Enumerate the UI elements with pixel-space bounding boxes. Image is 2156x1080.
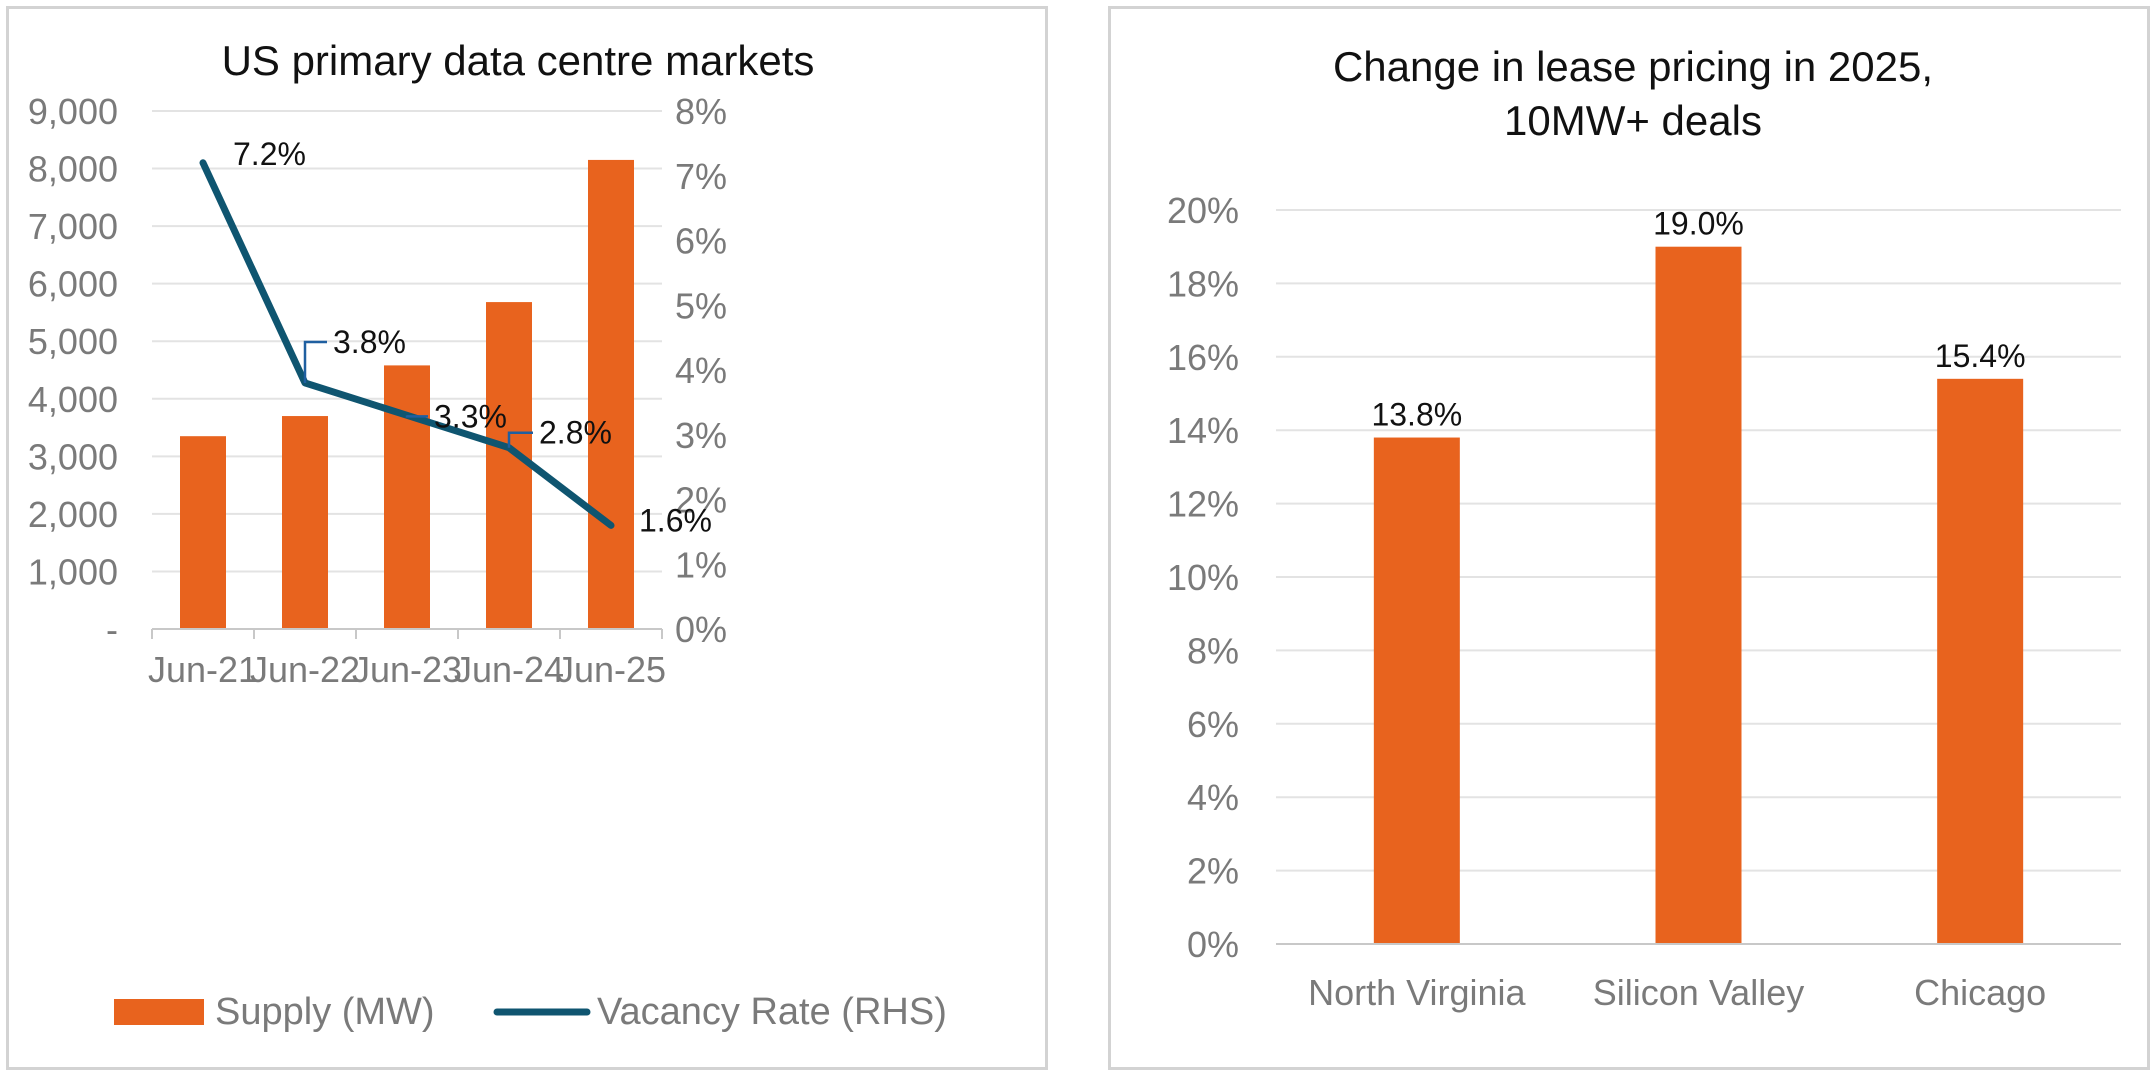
supply-bar — [282, 416, 328, 629]
legend-label-supply: Supply (MW) — [215, 991, 435, 1033]
right-axis-tick-label: 0% — [675, 609, 727, 650]
right-axis-tick-label: 7% — [675, 156, 727, 197]
x-axis-category-label: Jun-23 — [352, 649, 462, 690]
right-axis-tick-label: 6% — [675, 221, 727, 262]
left-axis-tick-label: 5,000 — [28, 321, 118, 362]
right-chart-title-line-1: Change in lease pricing in 2025, — [1333, 43, 1933, 90]
right-axis-tick-label: 3% — [675, 415, 727, 456]
lease-pricing-data-label: 15.4% — [1935, 338, 2026, 374]
left-axis-tick-label: 9,000 — [28, 91, 118, 132]
data-label-leader-line — [303, 340, 327, 383]
x-axis-category-label: Jun-22 — [250, 649, 360, 690]
left-chart-panel: US primary data centre markets - 1,000 2,0… — [6, 6, 1048, 1070]
x-axis-category-label: Silicon Valley — [1593, 972, 1804, 1013]
y-axis-tick-label: 20% — [1167, 190, 1239, 231]
vacancy-rate-data-label: 3.8% — [333, 324, 406, 360]
y-axis-tick-label: 14% — [1167, 410, 1239, 451]
x-axis-category-label: Chicago — [1914, 972, 2046, 1013]
y-axis-tick-label: 10% — [1167, 557, 1239, 598]
y-axis-tick-label: 4% — [1187, 777, 1239, 818]
left-axis-tick-label: 3,000 — [28, 436, 118, 477]
left-axis-tick-label: 4,000 — [28, 379, 118, 420]
x-axis-category-label: Jun-21 — [148, 649, 258, 690]
data-label-leader-line — [507, 431, 533, 448]
right-axis-tick-label: 5% — [675, 285, 727, 326]
y-axis-tick-label: 12% — [1167, 484, 1239, 525]
supply-vacancy-chart: US primary data centre markets - 1,000 2,0… — [28, 37, 947, 1033]
right-axis-tick-label: 2% — [675, 480, 727, 521]
left-chart-title: US primary data centre markets — [222, 37, 815, 84]
x-axis-category-label: Jun-24 — [454, 649, 564, 690]
y-axis-tick-label: 2% — [1187, 851, 1239, 892]
legend-label-vacancy: Vacancy Rate (RHS) — [597, 991, 947, 1033]
supply-bar — [180, 436, 226, 629]
vacancy-rate-data-label: 2.8% — [539, 415, 612, 451]
y-axis-tick-label: 18% — [1167, 263, 1239, 304]
x-axis-category-label: North Virginia — [1308, 972, 1526, 1013]
lease-pricing-bar — [1937, 378, 2024, 944]
lease-pricing-chart: Change in lease pricing in 2025, 10MW+ d… — [1167, 43, 2121, 1013]
lease-pricing-bar — [1373, 437, 1460, 944]
right-chart-title-line-2: 10MW+ deals — [1504, 97, 1762, 144]
left-axis-tick-label: 2,000 — [28, 494, 118, 535]
supply-bar — [384, 365, 430, 629]
legend-swatch-supply — [114, 999, 204, 1025]
y-axis-tick-label: 8% — [1187, 630, 1239, 671]
y-axis-tick-label: 6% — [1187, 704, 1239, 745]
lease-pricing-data-label: 13.8% — [1371, 397, 1462, 433]
left-axis-tick-label: - — [106, 609, 118, 650]
right-axis-tick-label: 8% — [675, 91, 727, 132]
data-label-leader-line — [405, 415, 428, 418]
right-axis-tick-label: 1% — [675, 544, 727, 585]
supply-bar — [486, 302, 532, 629]
y-axis-tick-label: 16% — [1167, 337, 1239, 378]
left-axis-tick-label: 1,000 — [28, 551, 118, 592]
vacancy-rate-data-label: 7.2% — [233, 136, 306, 172]
left-axis-tick-label: 8,000 — [28, 149, 118, 190]
vacancy-rate-data-label: 3.3% — [434, 398, 507, 434]
vacancy-rate-data-label: 1.6% — [639, 502, 712, 538]
supply-bar — [588, 159, 634, 629]
left-axis-tick-label: 6,000 — [28, 264, 118, 305]
right-axis-tick-label: 4% — [675, 350, 727, 391]
x-axis-category-label: Jun-25 — [556, 649, 666, 690]
lease-pricing-bar — [1655, 246, 1742, 944]
lease-pricing-data-label: 19.0% — [1653, 206, 1744, 242]
y-axis-tick-label: 0% — [1187, 924, 1239, 965]
left-axis-tick-label: 7,000 — [28, 206, 118, 247]
right-chart-panel: Change in lease pricing in 2025, 10MW+ d… — [1108, 6, 2150, 1070]
